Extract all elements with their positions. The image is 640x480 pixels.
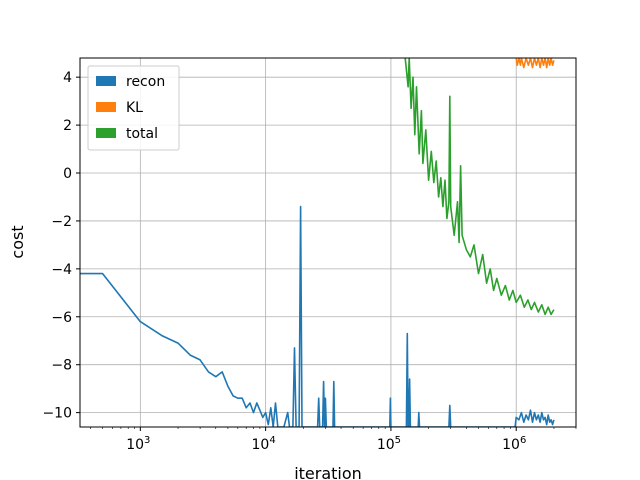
axis-ticks: 4 2 0 −2 −4 −6 −8 −10 103 104 105 106 <box>42 70 577 453</box>
legend: recon KL total <box>87 65 180 151</box>
legend-swatch-total <box>96 128 116 138</box>
x-tick-label: 105 <box>377 435 401 453</box>
y-axis-label: cost <box>8 225 27 258</box>
y-tick-label: −6 <box>51 310 72 326</box>
series-line-total <box>404 58 555 316</box>
series-line-recon <box>80 205 555 427</box>
y-tick-label: −4 <box>51 262 72 278</box>
legend-label-recon: recon <box>126 74 165 90</box>
plot-frame <box>79 57 577 428</box>
y-tick-label: −10 <box>42 406 72 422</box>
x-axis-label: iteration <box>294 464 362 480</box>
y-tick-label: 0 <box>63 166 72 182</box>
legend-swatch-KL <box>96 102 116 112</box>
y-tick-label: −2 <box>51 214 72 230</box>
legend-swatch-recon <box>96 76 116 86</box>
legend-label-KL: KL <box>126 100 143 116</box>
x-tick-label: 104 <box>252 435 276 453</box>
legend-label-total: total <box>126 126 158 142</box>
y-tick-label: 2 <box>63 118 72 134</box>
y-tick-label: 4 <box>63 70 72 86</box>
y-tick-label: −8 <box>51 358 72 374</box>
series-lines <box>80 58 555 427</box>
series-line-KL <box>515 58 555 69</box>
x-tick-label: 106 <box>502 435 526 453</box>
x-tick-label: 103 <box>126 435 150 453</box>
